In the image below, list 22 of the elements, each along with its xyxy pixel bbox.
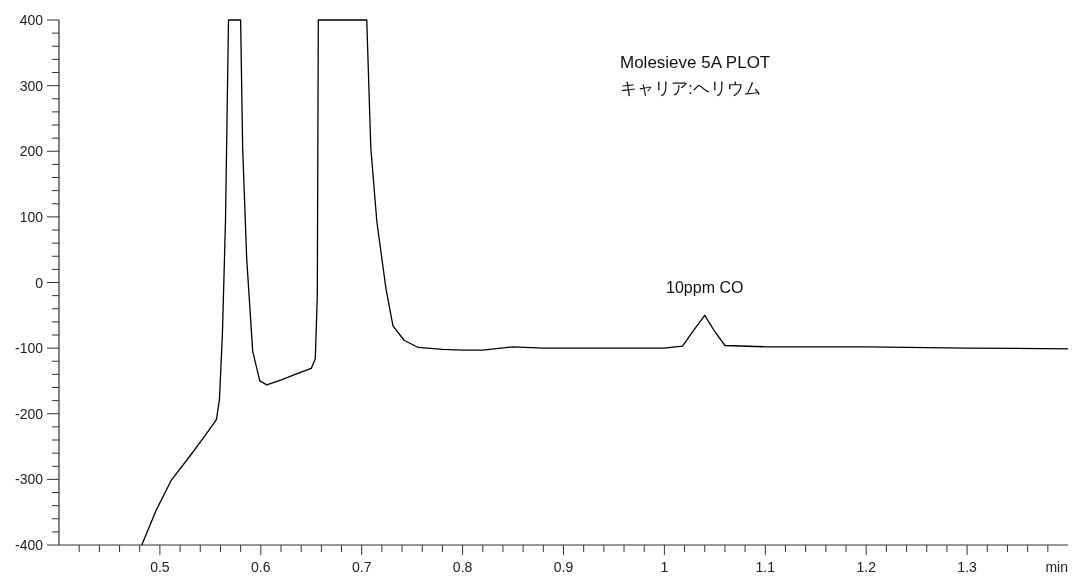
y-tick-label: 300 (19, 77, 44, 94)
y-tick-label: 100 (19, 208, 44, 225)
annotation: Molesieve 5A PLOT (620, 53, 771, 72)
x-tick-label: 0.5 (150, 559, 170, 575)
annotation: キャリア:ヘリウム (620, 79, 761, 98)
x-tick-label: 0.7 (351, 559, 372, 575)
y-tick-label: 200 (19, 143, 44, 160)
x-axis-title: min (1045, 559, 1068, 575)
y-tick-label: -200 (14, 405, 44, 422)
x-tick-label: 1 (660, 559, 669, 575)
x-tick-label: 0.6 (251, 559, 271, 575)
y-tick-label: -300 (14, 471, 44, 488)
x-tick-label: 1.3 (957, 559, 978, 575)
x-tick-label: 0.9 (553, 559, 574, 575)
x-tick-label: 0.8 (452, 559, 473, 575)
y-tick-label: 400 (19, 12, 44, 28)
x-tick-label: 1.1 (755, 559, 776, 575)
y-tick-label: 0 (35, 274, 44, 291)
x-tick-label: 1.2 (856, 559, 877, 575)
annotation: 10ppm CO (666, 279, 744, 297)
y-tick-label: -400 (14, 537, 44, 553)
y-tick-label: -100 (14, 340, 44, 357)
